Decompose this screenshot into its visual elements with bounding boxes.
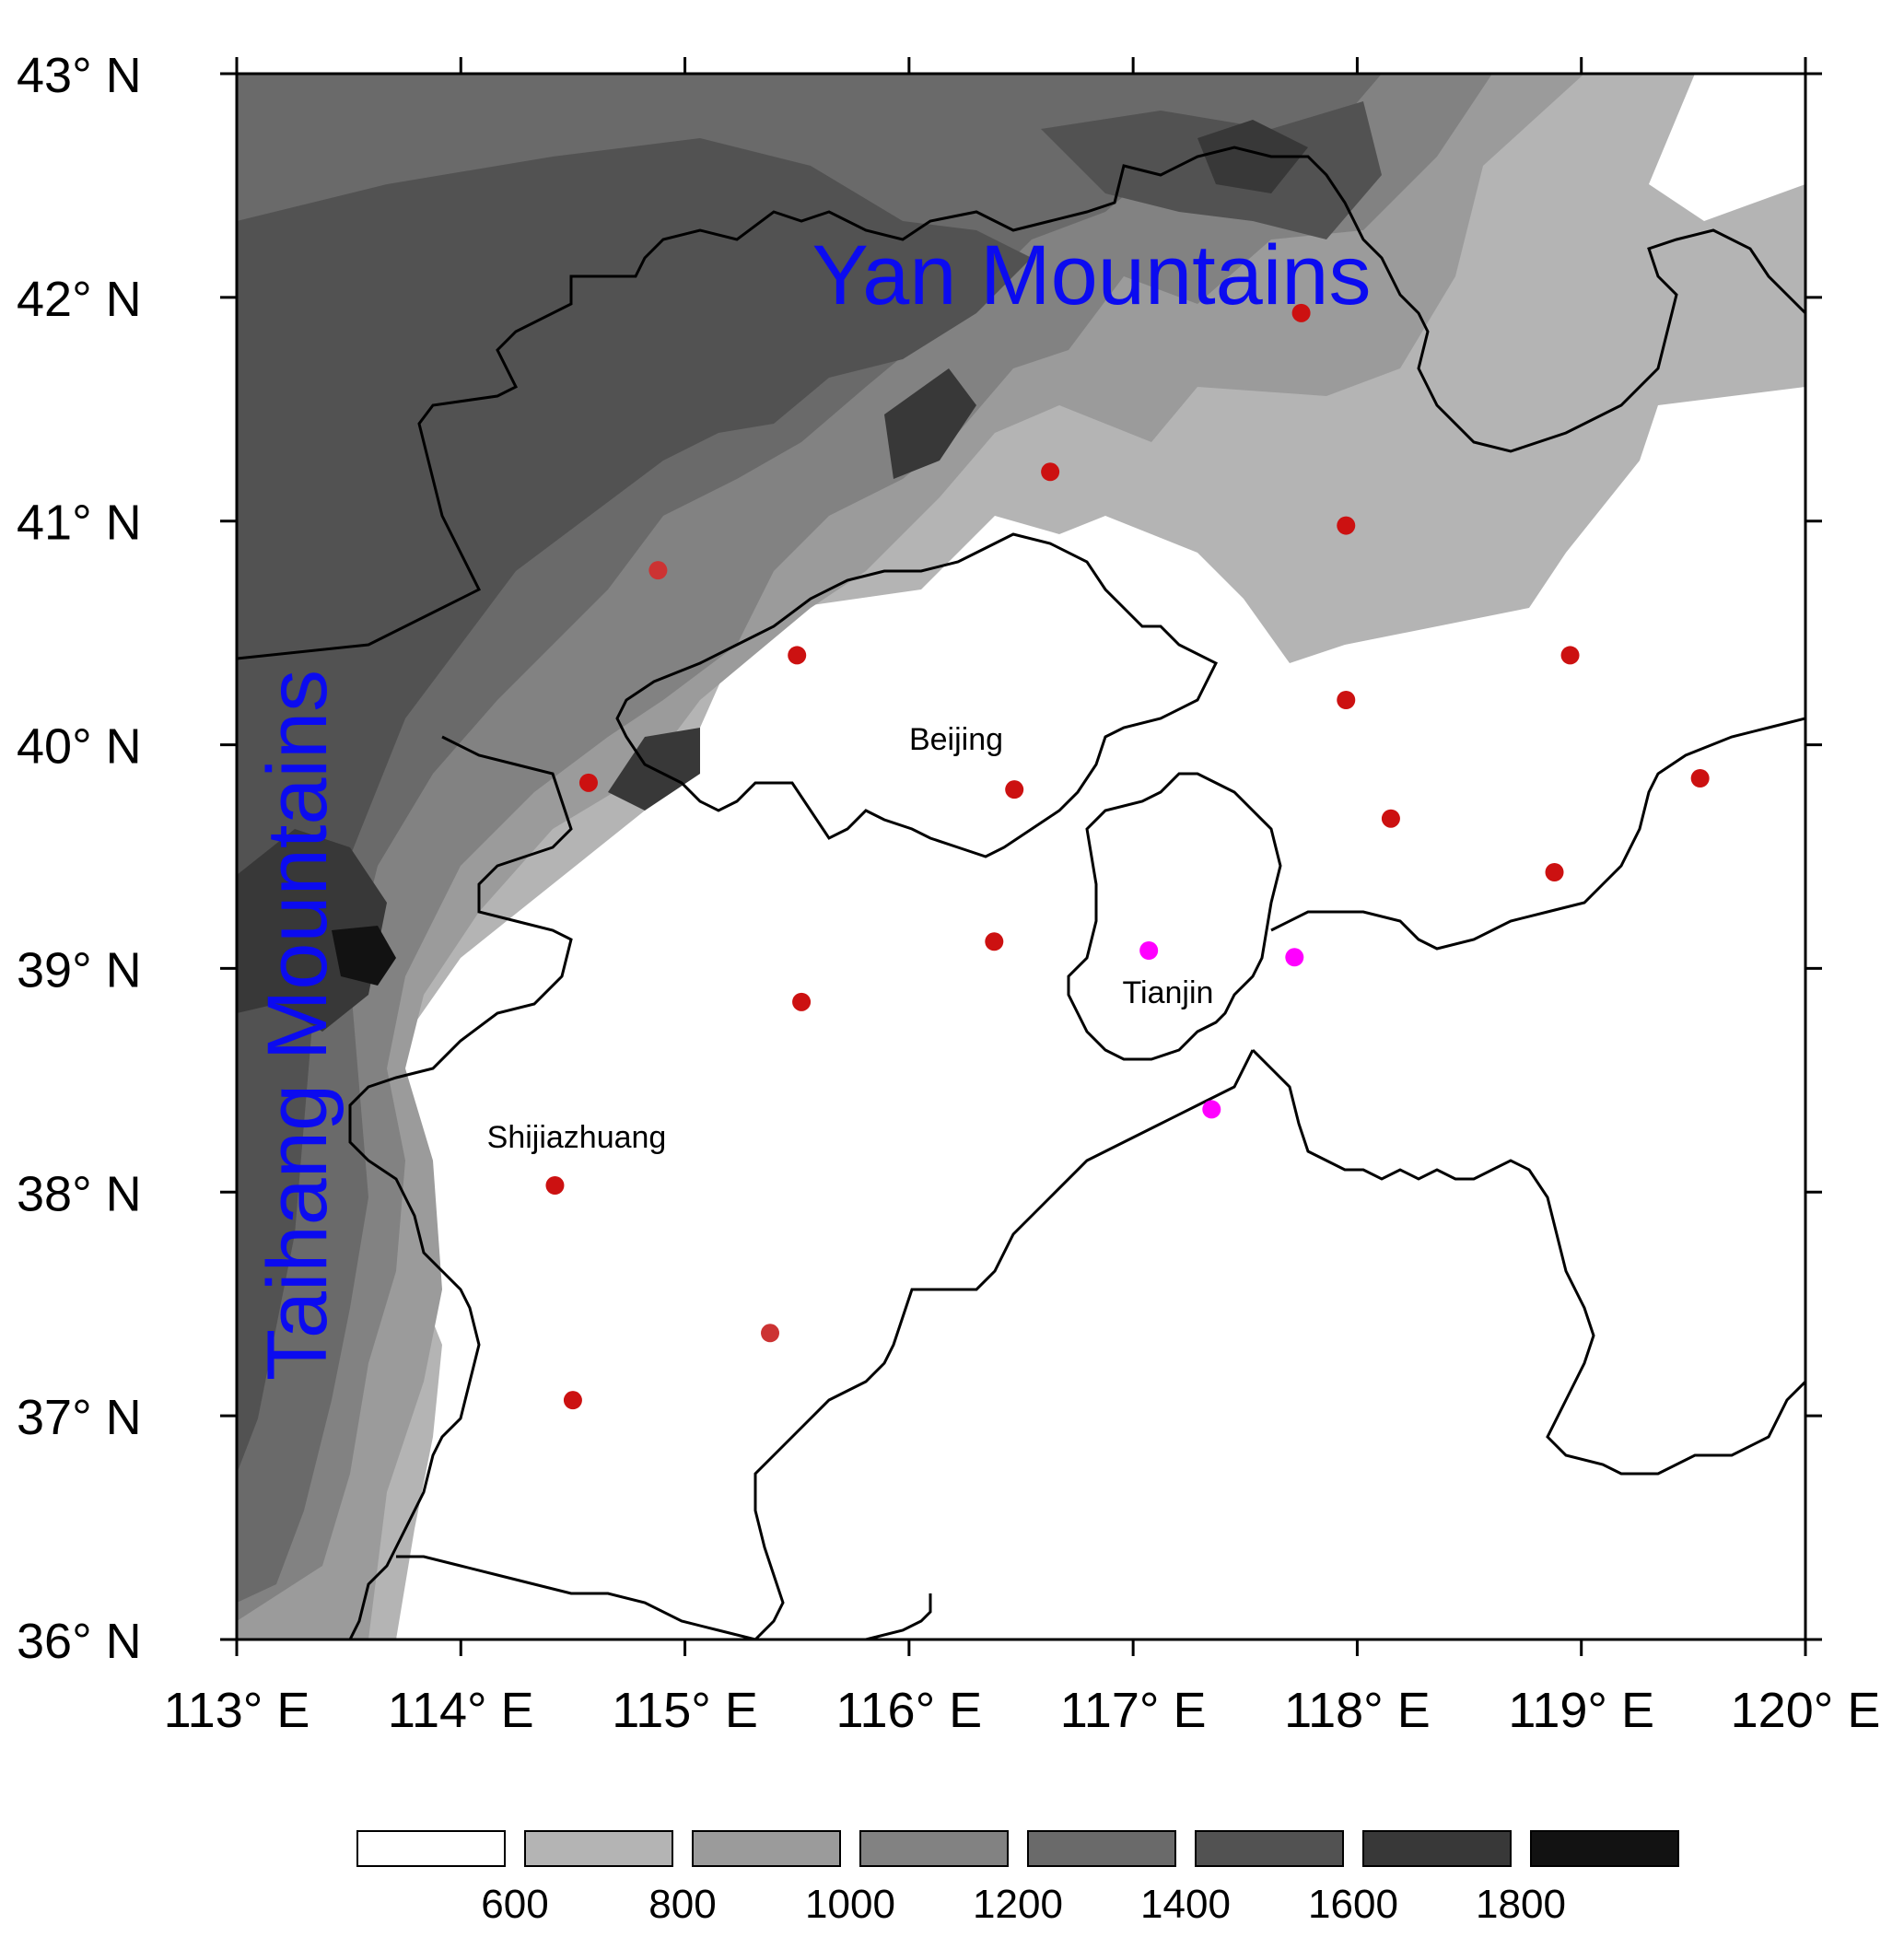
terrain-band-1400-1600: [237, 138, 1032, 1474]
lon-tick-label: 114° E: [388, 1683, 534, 1738]
legend-swatch: [356, 1830, 506, 1867]
lon-tick-label: 120° E: [1731, 1683, 1881, 1738]
axis-ticks: 113° E 114° E 115° E 116° E 117° E 118° E 119°…: [17, 48, 1880, 1738]
boundary-west: [348, 735, 573, 1639]
station-marker: [1560, 646, 1580, 665]
boundary-east-south: [865, 1593, 932, 1639]
lat-tick-label: 43° N: [17, 48, 142, 103]
station-marker: [1337, 691, 1356, 709]
boundary-tianjin: [1067, 772, 1282, 1061]
station-marker: [1285, 948, 1304, 967]
station-marker: [545, 1176, 565, 1195]
city-label-tianjin: Tianjin: [1123, 975, 1214, 1010]
station-marker: [1041, 462, 1060, 482]
lat-tick-label: 38° N: [17, 1166, 142, 1221]
lat-tick-label: 36° N: [17, 1614, 142, 1669]
station-marker: [1690, 769, 1710, 788]
lon-tick-label: 117° E: [1060, 1683, 1207, 1738]
boundary-south-hebei: [753, 1049, 1255, 1639]
boundary-north: [237, 146, 1805, 660]
legend-label: 1200: [973, 1882, 1063, 1927]
legend-swatch: [1362, 1830, 1512, 1867]
lon-tick-label: 119° E: [1508, 1683, 1654, 1738]
boundary-beijing: [615, 532, 1219, 858]
boundary-south: [396, 1555, 756, 1639]
legend-swatch: [859, 1830, 1009, 1867]
legend-label: 800: [648, 1882, 716, 1927]
station-marker: [1381, 809, 1400, 828]
legend-swatch: [1195, 1830, 1344, 1867]
station-marker: [1005, 780, 1024, 799]
city-label-shijiazhuang: Shijiazhuang: [487, 1120, 667, 1155]
lat-tick-label: 39° N: [17, 942, 142, 998]
station-markers: [545, 303, 1710, 1410]
legend-swatch: [692, 1830, 841, 1867]
station-marker: [1545, 863, 1564, 881]
terrain-shading: [237, 74, 1805, 1639]
legend-swatch: [524, 1830, 673, 1867]
legend-label: 1000: [805, 1882, 895, 1927]
station-marker: [563, 1391, 582, 1410]
terrain-band-1600-1800-b: [884, 368, 976, 479]
lat-tick-label: 40° N: [17, 719, 142, 775]
lon-tick-label: 113° E: [164, 1683, 310, 1738]
legend-label: 1600: [1308, 1882, 1398, 1927]
boundary-lines: [237, 146, 1805, 1639]
station-marker: [578, 773, 598, 792]
lat-tick-label: 42° N: [17, 272, 142, 327]
legend-swatch: [1027, 1830, 1176, 1867]
legend-label: 1800: [1476, 1882, 1566, 1927]
station-marker: [792, 992, 812, 1011]
lon-tick-label: 115° E: [612, 1683, 758, 1738]
lat-tick-label: 37° N: [17, 1390, 142, 1445]
legend-label: 600: [481, 1882, 548, 1927]
lon-tick-label: 118° E: [1284, 1683, 1431, 1738]
plot-frame: [235, 72, 1807, 1641]
station-marker: [1139, 941, 1159, 960]
legend-swatch: [1530, 1830, 1679, 1867]
color-legend: 600 800 1000 1200 1400 1600 1800: [356, 1830, 1679, 1927]
region-label-taihang-mountains: Taihang Mountains: [251, 670, 345, 1381]
boundary-coast: [1270, 717, 1805, 951]
station-marker: [788, 646, 807, 665]
terrain-band-1600-1800-north: [1197, 120, 1308, 193]
station-marker: [985, 932, 1004, 951]
station-marker: [1337, 516, 1356, 535]
boundary-coast-bohai: [1251, 1048, 1805, 1476]
lat-tick-label: 41° N: [17, 496, 142, 551]
city-label-beijing: Beijing: [909, 722, 1003, 757]
lon-tick-label: 116° E: [835, 1683, 982, 1738]
terrain-band-1600-1800: [237, 829, 387, 1032]
station-marker: [648, 561, 668, 580]
terrain-band-over-1800: [332, 926, 396, 986]
region-label-yan-mountains: Yan Mountains: [812, 228, 1372, 322]
station-marker: [1291, 303, 1311, 322]
station-marker: [761, 1324, 780, 1343]
legend-label: 1400: [1140, 1882, 1231, 1927]
station-marker: [1202, 1100, 1221, 1119]
